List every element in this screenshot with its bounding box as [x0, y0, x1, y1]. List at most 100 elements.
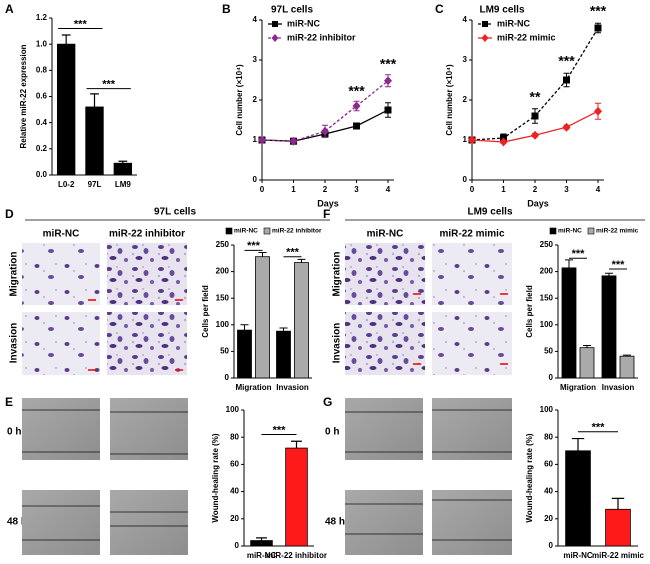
y-tick-label: 100: [226, 405, 240, 414]
panel-label: G: [323, 395, 332, 409]
micrograph: [22, 243, 100, 305]
x-tick-label: 1: [291, 185, 296, 194]
x-tick-label: 0: [470, 185, 475, 194]
significance: ***: [102, 79, 116, 91]
significance: ***: [380, 56, 397, 72]
y-axis-label: Cells per field: [201, 285, 210, 338]
panel-label: E: [5, 395, 13, 409]
error-bar: [565, 259, 573, 268]
series-line: [261, 80, 389, 142]
wound-image: [345, 398, 423, 460]
y-axis-label: Cells per field: [525, 285, 534, 338]
row-label: 48 h: [325, 517, 345, 528]
wound-edges: [22, 409, 188, 541]
x-tick-label: Invasion: [276, 383, 309, 392]
y-tick-label: 150: [540, 293, 554, 302]
y-tick-label: 40: [544, 487, 553, 496]
y-tick-label: 50: [220, 347, 229, 356]
panel-header: 97L cells: [154, 207, 197, 218]
legend-label: miR-22 mimic: [596, 228, 639, 235]
wound-edges: [345, 409, 512, 541]
point: [594, 24, 602, 32]
significance: ***: [74, 18, 88, 30]
x-tick-label: 4: [596, 185, 601, 194]
x-tick-label: 0: [260, 185, 265, 194]
x-tick-label: 1: [501, 185, 506, 194]
error-bar: [297, 258, 306, 263]
legend-swatch: [587, 227, 595, 235]
legend-label: miR-NC: [287, 18, 320, 28]
legend-label: miR-22 mimic: [497, 32, 556, 42]
column-label: miR-22 inhibitor: [109, 229, 185, 240]
panel-label: C: [435, 2, 444, 16]
y-axis-label: Wound-healing rate (%): [525, 433, 534, 523]
significance: ***: [612, 259, 626, 271]
wound-image: [22, 398, 100, 460]
y-tick-label: 20: [544, 514, 553, 523]
y-tick-label: 20: [230, 514, 239, 523]
bar: [56, 43, 76, 176]
y-tick-label: 0: [225, 373, 230, 382]
bar: [85, 106, 104, 176]
y-tick-label: 60: [230, 460, 239, 469]
legend-swatch: [549, 227, 557, 235]
error-bar: [571, 437, 585, 451]
column-label: miR-22 mimic: [439, 229, 504, 240]
row-label: Migration: [9, 252, 20, 297]
legend-label: miR-NC: [558, 228, 582, 235]
micrograph: [107, 243, 187, 305]
point: [384, 76, 392, 86]
y-tick-label: 150: [216, 293, 230, 302]
legend-marker: [482, 21, 488, 27]
significance: **: [530, 89, 541, 105]
error-bar: [623, 354, 631, 357]
micrograph: [107, 312, 187, 375]
error-bar: [258, 251, 267, 257]
point: [384, 106, 392, 114]
error-bar: [90, 93, 99, 107]
error-bar: [61, 34, 71, 45]
bar: [601, 275, 617, 379]
significance: ***: [558, 53, 575, 69]
micrograph: [345, 243, 425, 305]
row-label: 48 h: [7, 517, 27, 528]
column-label: miR-NC: [43, 229, 80, 240]
y-tick-label: 0.4: [36, 118, 48, 127]
y-tick-label: 100: [216, 320, 230, 329]
panel-label: F: [323, 207, 330, 221]
x-tick-label: miR-NC: [563, 551, 593, 560]
bar: [561, 267, 577, 379]
row-label: 0 h: [7, 427, 21, 438]
y-tick-label: 60: [544, 460, 553, 469]
y-tick-label: 0.0: [36, 170, 48, 179]
y-tick-label: 0.8: [36, 65, 48, 74]
x-tick-label: 2: [533, 185, 538, 194]
y-tick-label: 1: [253, 135, 258, 144]
x-tick-label: 3: [564, 185, 569, 194]
micrograph: [345, 312, 425, 375]
bar: [565, 450, 591, 547]
wound-image: [22, 490, 100, 555]
x-tick-label: 3: [354, 185, 359, 194]
y-tick-label: 3: [253, 55, 258, 64]
y-tick-label: 250: [540, 240, 554, 249]
row-label: 0 h: [325, 427, 339, 438]
panel-label: D: [5, 207, 14, 221]
point: [562, 122, 571, 132]
x-tick-label: Migration: [560, 383, 596, 392]
legend-label: miR-NC: [497, 18, 530, 28]
column-label: miR-NC: [367, 229, 404, 240]
wound-image: [432, 398, 512, 460]
legend-label: miR-22 inhibitor: [287, 32, 356, 42]
error-bar: [583, 345, 591, 348]
error-bar: [118, 160, 128, 164]
legend-marker: [481, 34, 489, 42]
point: [258, 135, 266, 145]
chart-title: LM9 cells: [479, 5, 524, 16]
error-bar: [611, 497, 625, 510]
x-tick-label: miR-NC: [247, 551, 277, 560]
y-tick-label: 2: [463, 95, 468, 104]
y-tick-label: 0: [549, 541, 554, 550]
x-tick-label: L0-2: [58, 180, 75, 189]
